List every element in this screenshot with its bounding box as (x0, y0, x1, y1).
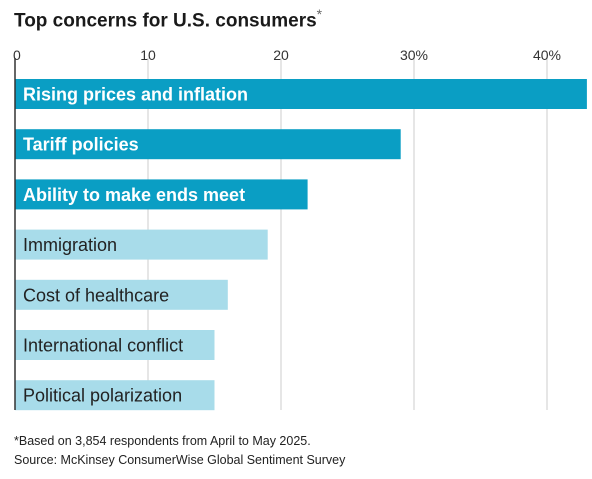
x-tick-label: 0 (13, 47, 21, 63)
title-asterisk: * (316, 6, 323, 22)
bar (15, 229, 268, 260)
source-note: Source: McKinsey ConsumerWise Global Sen… (14, 453, 346, 467)
bar-category-label: Immigration (23, 235, 117, 255)
bar (15, 179, 308, 210)
bar-category-label: Political polarization (23, 386, 182, 406)
bar (15, 279, 228, 310)
bar-chart: 0 10 20 30% 40% Rising prices and inflation T… (13, 47, 587, 411)
x-tick-label: 20 (273, 47, 289, 63)
bar-category-label: Rising prices and inflation (23, 85, 248, 105)
bar (15, 79, 587, 109)
x-tick-label: 40% (533, 47, 561, 63)
bar (15, 380, 215, 411)
bar (15, 129, 401, 160)
footnote: *Based on 3,854 respondents from April t… (14, 434, 311, 448)
bar-category-label: Ability to make ends meet (23, 185, 245, 205)
bar-category-label: Tariff policies (23, 135, 139, 155)
chart-title-text: Top concerns for U.S. consumers (14, 10, 317, 32)
x-tick-label: 30% (400, 47, 428, 63)
bar-category-label: Cost of healthcare (23, 285, 169, 305)
chart-title: Top concerns for U.S. consumers* (14, 6, 322, 32)
x-tick-label: 10 (140, 47, 156, 63)
bar (15, 330, 215, 360)
bar-category-label: International conflict (23, 336, 183, 356)
